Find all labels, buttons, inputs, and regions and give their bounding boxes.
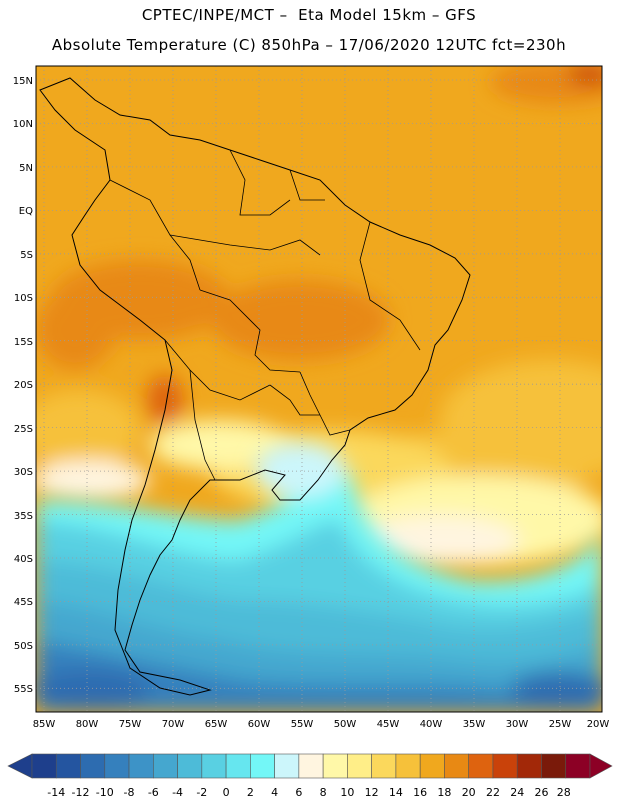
lat-label: 10S xyxy=(14,293,33,304)
lon-label: 50W xyxy=(334,719,357,730)
lon-label: 40W xyxy=(420,719,443,730)
chart-title-line-1: CPTEC/INPE/MCT – Eta Model 15km – GFS xyxy=(141,6,477,24)
colorbar-swatch xyxy=(322,753,348,779)
colorbar-swatch xyxy=(225,753,251,779)
colorbar: -14 -12 -10 -8 -6 -4 -2 0 2 4 6 8 10 12 14 16 18 20 22 24 26… xyxy=(7,753,613,799)
lon-label: 75W xyxy=(119,719,142,730)
lon-label: 25W xyxy=(549,719,572,730)
colorbar-swatch xyxy=(55,753,81,779)
colorbar-swatch xyxy=(153,753,178,779)
chart-title-line-2: Absolute Temperature (C) 850hPa – 17/06/… xyxy=(51,36,567,54)
colorbar-swatch xyxy=(31,753,57,779)
colorbar-arrow-high xyxy=(589,753,613,779)
colorbar-swatch xyxy=(80,753,106,779)
colorbar-label: -4 xyxy=(172,786,183,799)
lat-label: 35S xyxy=(14,511,33,522)
colorbar-label: 0 xyxy=(223,786,230,799)
colorbar-label: -12 xyxy=(72,786,90,799)
lon-label: 70W xyxy=(162,719,185,730)
colorbar-swatch xyxy=(468,753,494,779)
lon-label: 80W xyxy=(76,719,99,730)
colorbar-swatch xyxy=(371,753,397,779)
colorbar-swatch xyxy=(177,753,203,779)
colorbar-swatch xyxy=(565,753,591,779)
colorbar-label: 24 xyxy=(510,786,524,799)
temperature-field xyxy=(36,66,602,712)
colorbar-label: -14 xyxy=(47,786,65,799)
lat-label: 45S xyxy=(14,597,33,608)
lat-label: 5S xyxy=(20,250,33,261)
country-borders xyxy=(109,149,421,481)
colorbar-arrow-low xyxy=(7,753,33,779)
lon-label: 65W xyxy=(205,719,228,730)
colorbar-label: -8 xyxy=(124,786,135,799)
lon-label: 30W xyxy=(506,719,529,730)
colorbar-label: 4 xyxy=(271,786,278,799)
colorbar-label: -10 xyxy=(96,786,114,799)
colorbar-label: 8 xyxy=(320,786,327,799)
colorbar-label: 20 xyxy=(462,786,476,799)
colorbar-label: 26 xyxy=(534,786,548,799)
colorbar-label: 10 xyxy=(340,786,354,799)
south-america-coastline xyxy=(39,77,471,696)
longitude-labels: 85W 80W 75W 70W 65W 60W 55W 50W 45W 40W … xyxy=(33,719,610,730)
lat-label: 25S xyxy=(14,424,33,435)
colorbar-swatch xyxy=(128,753,154,779)
lon-label: 60W xyxy=(248,719,271,730)
lat-label: 15N xyxy=(13,76,33,87)
colorbar-label: 16 xyxy=(413,786,427,799)
colorbar-label: 14 xyxy=(389,786,403,799)
lat-label: 40S xyxy=(14,554,33,565)
colorbar-swatch xyxy=(395,753,421,779)
lat-label: 55S xyxy=(14,684,33,695)
colorbar-swatch xyxy=(492,753,518,779)
colorbar-label: -2 xyxy=(196,786,207,799)
colorbar-label: 22 xyxy=(486,786,500,799)
lon-label: 85W xyxy=(33,719,56,730)
colorbar-label: -6 xyxy=(148,786,159,799)
colorbar-label: 12 xyxy=(365,786,379,799)
colorbar-swatch xyxy=(201,753,227,779)
colorbar-label: 2 xyxy=(247,786,254,799)
colorbar-label: 28 xyxy=(557,786,571,799)
colorbar-swatch xyxy=(419,753,445,779)
latitude-labels: 15N 10N 5N EQ 5S 10S 15S 20S 25S 30S 35S… xyxy=(13,76,33,695)
lat-label: 20S xyxy=(14,380,33,391)
colorbar-swatch xyxy=(274,753,300,779)
lat-label: EQ xyxy=(19,206,33,217)
lon-label: 45W xyxy=(377,719,400,730)
lon-label: 35W xyxy=(463,719,486,730)
colorbar-swatch xyxy=(250,753,275,779)
lat-label: 10N xyxy=(13,119,33,130)
colorbar-label: 18 xyxy=(437,786,451,799)
colorbar-swatch xyxy=(104,753,130,779)
colorbar-swatch xyxy=(516,753,542,779)
colorbar-swatch xyxy=(444,753,469,779)
lon-label: 55W xyxy=(291,719,314,730)
lon-label: 20W xyxy=(587,719,610,730)
colorbar-swatch xyxy=(347,753,372,779)
colorbar-swatch xyxy=(298,753,324,779)
lat-label: 15S xyxy=(14,337,33,348)
colorbar-label: 6 xyxy=(295,786,302,799)
colorbar-swatch xyxy=(541,753,567,779)
lat-label: 30S xyxy=(14,467,33,478)
lat-label: 50S xyxy=(14,641,33,652)
map-frame xyxy=(35,65,603,713)
lat-label: 5N xyxy=(19,163,33,174)
